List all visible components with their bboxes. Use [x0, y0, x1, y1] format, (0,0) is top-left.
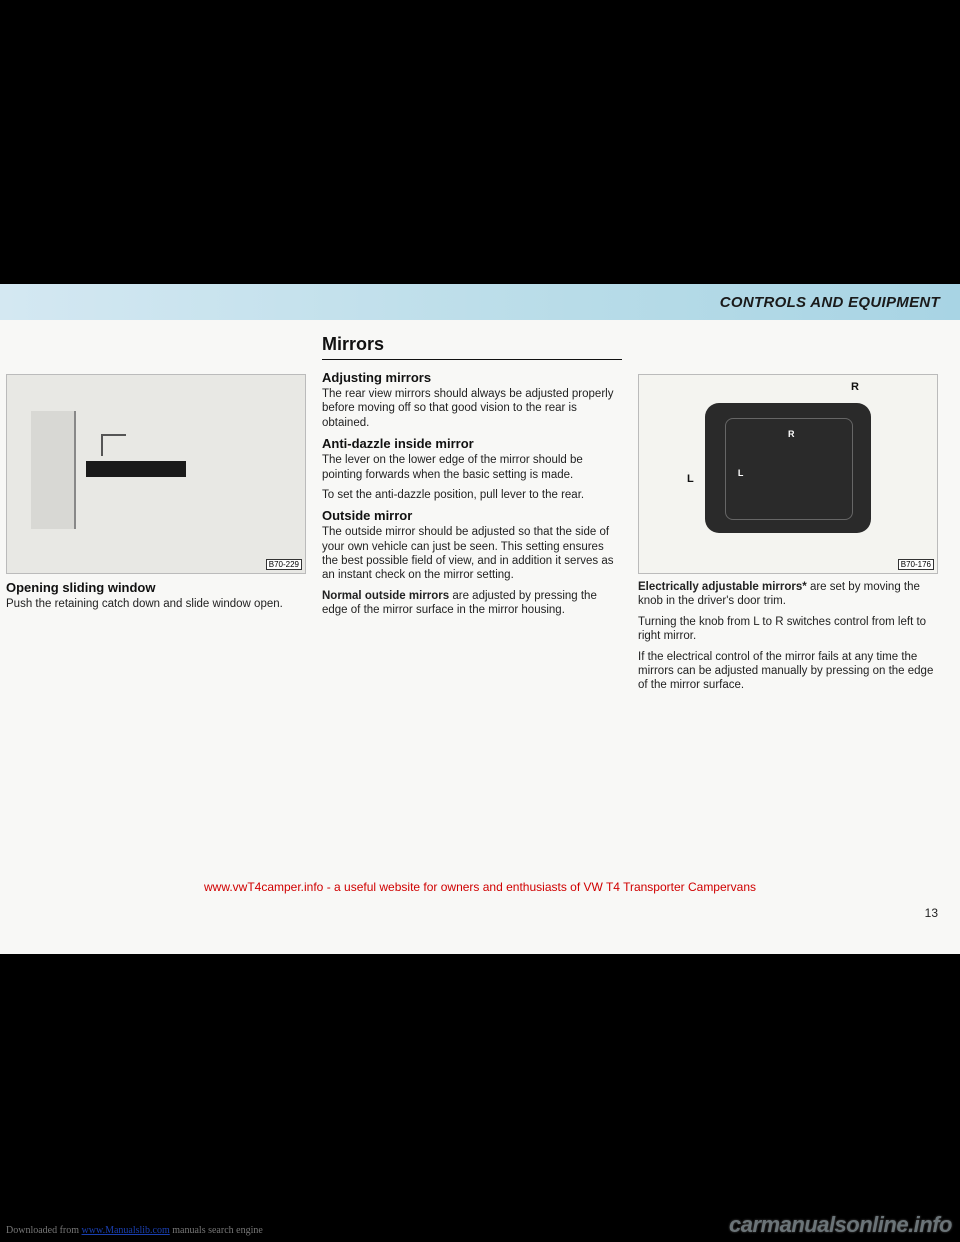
mirror-knob-icon: R L	[705, 403, 872, 534]
text-normal-outside-mirrors: Normal outside mirrors are adjusted by p…	[322, 589, 622, 618]
window-latch-icon	[86, 461, 186, 478]
promo-link-text: www.vwT4camper.info - a useful website f…	[0, 880, 960, 894]
window-frame-icon	[101, 434, 126, 455]
knob-r-icon: R	[788, 429, 795, 439]
figure-label: B70‑229	[266, 559, 302, 570]
door-pillar	[31, 411, 76, 530]
bold-normal-outside: Normal outside mirrors	[322, 590, 449, 602]
window-sketch	[31, 411, 281, 530]
bold-electric-mirrors: Electrically adjustable mirrors*	[638, 581, 807, 593]
text-anti-dazzle-1: The lever on the lower edge of the mirro…	[322, 453, 622, 482]
content-columns: B70‑229 Opening sliding window Push the …	[0, 320, 960, 699]
text-opening-window: Push the retaining catch down and slide …	[6, 597, 306, 611]
heading-opening-sliding-window: Opening sliding window	[6, 580, 306, 595]
figure-label: B70‑176	[898, 559, 934, 570]
section-heading-mirrors: Mirrors	[322, 334, 622, 360]
spacer	[638, 334, 938, 374]
figure-mirror-knob: R L R L B70‑176	[638, 374, 938, 574]
text-anti-dazzle-2: To set the anti-dazzle position, pull le…	[322, 488, 622, 502]
text-electric-mirrors-2: Turning the knob from L to R switches co…	[638, 615, 938, 644]
heading-adjusting-mirrors: Adjusting mirrors	[322, 370, 622, 385]
page-header-bar: CONTROLS AND EQUIPMENT	[0, 284, 960, 320]
knob-l-icon: L	[738, 468, 744, 478]
footer-prefix: Downloaded from	[6, 1225, 82, 1236]
page-number: 13	[925, 906, 938, 920]
label-l: L	[687, 473, 694, 485]
footer-suffix: manuals search engine	[170, 1225, 263, 1236]
text-adjusting-mirrors: The rear view mirrors should always be a…	[322, 387, 622, 430]
label-r: R	[851, 381, 859, 393]
text-outside-mirror: The outside mirror should be adjusted so…	[322, 525, 622, 583]
manualslib-link[interactable]: www.Manualslib.com	[82, 1225, 170, 1236]
column-right: R L R L B70‑176 Electrically adjustable …	[638, 334, 938, 699]
watermark: carmanualsonline.info	[729, 1212, 952, 1238]
text-electric-mirrors-1: Electrically adjustable mirrors* are set…	[638, 580, 938, 609]
heading-outside-mirror: Outside mirror	[322, 508, 622, 523]
download-attribution: Downloaded from www.Manualslib.com manua…	[6, 1225, 263, 1236]
column-left: B70‑229 Opening sliding window Push the …	[6, 334, 306, 699]
text-electric-mirrors-3: If the electrical control of the mirror …	[638, 650, 938, 693]
spacer	[6, 334, 306, 374]
column-middle: Mirrors Adjusting mirrors The rear view …	[322, 334, 622, 699]
figure-sliding-window: B70‑229	[6, 374, 306, 574]
page-header-title: CONTROLS AND EQUIPMENT	[720, 294, 940, 311]
manual-page: CONTROLS AND EQUIPMENT B70‑229 Opening s…	[0, 284, 960, 954]
heading-anti-dazzle: Anti-dazzle inside mirror	[322, 436, 622, 451]
